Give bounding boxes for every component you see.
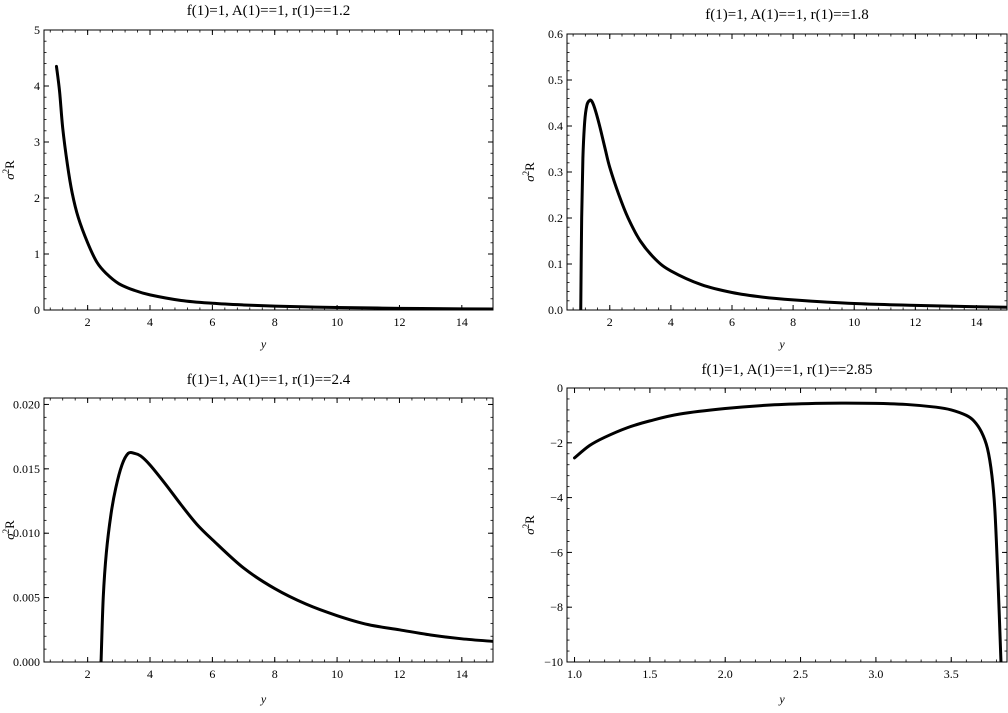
y-tick-label: 0.020 bbox=[13, 397, 40, 411]
x-tick-label: 4 bbox=[147, 315, 153, 329]
plot-frame bbox=[43, 397, 494, 663]
chart-title: f(1)=1, A(1)==1, r(1)==2.4 bbox=[187, 372, 351, 388]
y-label-superscript: 2 bbox=[521, 171, 531, 176]
y-tick-label: 1 bbox=[34, 247, 40, 261]
x-tick-label: 12 bbox=[393, 315, 405, 329]
chart-panel-2: f(1)=1, A(1)==1, r(1)==1.8 2 4 6 8 10 12 14 0.0 0… bbox=[521, 7, 1008, 351]
y-axis-label: σ2R bbox=[521, 162, 537, 182]
y-tick-label: 0.4 bbox=[548, 119, 563, 133]
y-tick-label: 4 bbox=[34, 79, 40, 93]
x-axis-label: y bbox=[260, 337, 267, 351]
x-tick-label: 6 bbox=[729, 315, 735, 329]
x-tick-label: 14 bbox=[456, 315, 468, 329]
y-label-superscript: 2 bbox=[1, 169, 11, 174]
x-axis-label: y bbox=[260, 692, 267, 706]
y-tick-label: 0.2 bbox=[548, 211, 563, 225]
y-label-symbol: σ bbox=[2, 173, 17, 180]
x-tick-label: 6 bbox=[209, 315, 215, 329]
y-label-superscript: 2 bbox=[1, 529, 11, 534]
y-tick-label: −4 bbox=[550, 491, 563, 505]
y-tick-label: 0.1 bbox=[548, 257, 563, 271]
y-tick-label: 0.015 bbox=[13, 462, 40, 476]
series-line-1 bbox=[99, 450, 493, 662]
y-label-rest: R bbox=[2, 520, 17, 529]
plot-frame bbox=[43, 29, 494, 311]
y-tick-label: −10 bbox=[544, 655, 563, 669]
y-axis-label: σ2R bbox=[521, 515, 537, 535]
y-tick-label: 0.3 bbox=[548, 165, 563, 179]
x-tick-label: 8 bbox=[272, 315, 278, 329]
series-line-1 bbox=[54, 64, 493, 310]
y-tick-label: 0 bbox=[557, 381, 563, 395]
chart-panel-1: f(1)=1, A(1)==1, r(1)==1.22 4 6 8 10 12 140123… bbox=[1, 3, 494, 351]
x-tick-label: 4 bbox=[147, 667, 153, 681]
x-tick-label: 1.5 bbox=[642, 667, 657, 681]
y-label-superscript: 2 bbox=[521, 524, 531, 529]
y-tick-label: 5 bbox=[34, 23, 40, 37]
y-label-rest: R bbox=[522, 515, 537, 524]
plot-frame bbox=[566, 387, 1008, 663]
y-tick-label: 3 bbox=[34, 135, 40, 149]
x-tick-label: 12 bbox=[393, 667, 405, 681]
x-tick-label: 14 bbox=[456, 667, 468, 681]
y-label-symbol: σ bbox=[522, 528, 537, 535]
x-tick-label: 10 bbox=[848, 315, 860, 329]
x-tick-label: 10 bbox=[331, 667, 343, 681]
y-tick-label: 0.005 bbox=[13, 591, 40, 605]
y-label-rest: R bbox=[2, 160, 17, 169]
y-tick-label: 2 bbox=[34, 191, 40, 205]
plot-frame bbox=[566, 33, 1008, 311]
y-tick-label: −6 bbox=[550, 545, 563, 559]
y-axis-label: σ2R bbox=[1, 160, 17, 180]
series-line-1 bbox=[573, 401, 1003, 662]
x-axis-label: y bbox=[778, 692, 785, 706]
x-tick-label: 1.0 bbox=[567, 667, 582, 681]
x-tick-label: 2.0 bbox=[718, 667, 733, 681]
x-tick-label: 2 bbox=[607, 315, 613, 329]
x-tick-label: 14 bbox=[970, 315, 982, 329]
chart-title: f(1)=1, A(1)==1, r(1)==1.8 bbox=[705, 7, 869, 23]
y-tick-label: 0.010 bbox=[13, 526, 40, 540]
x-tick-label: 8 bbox=[272, 667, 278, 681]
y-tick-label: −2 bbox=[550, 436, 563, 450]
x-tick-label: 3.5 bbox=[944, 667, 959, 681]
x-tick-label: 3.0 bbox=[868, 667, 883, 681]
y-label-rest: R bbox=[522, 162, 537, 171]
x-tick-label: 2.5 bbox=[793, 667, 808, 681]
y-tick-label: 0.5 bbox=[548, 73, 563, 87]
chart-title: f(1)=1, A(1)==1, r(1)==1.2 bbox=[187, 3, 351, 19]
x-tick-label: 10 bbox=[331, 315, 343, 329]
chart-panel-4: f(1)=1, A(1)==1, r(1)==2.85 1.0 1.5 2.0 2.5 3… bbox=[521, 362, 1008, 706]
y-tick-label: 0.6 bbox=[548, 27, 563, 41]
x-tick-label: 8 bbox=[790, 315, 796, 329]
x-tick-label: 2 bbox=[85, 315, 91, 329]
y-axis-label: σ2R bbox=[1, 520, 17, 540]
y-label-symbol: σ bbox=[2, 533, 17, 540]
y-label-symbol: σ bbox=[522, 175, 537, 182]
x-tick-label: 6 bbox=[209, 667, 215, 681]
series-line-1 bbox=[579, 98, 1007, 310]
x-tick-label: 2 bbox=[85, 667, 91, 681]
x-tick-label: 4 bbox=[668, 315, 674, 329]
x-tick-label: 12 bbox=[909, 315, 921, 329]
x-axis-label: y bbox=[778, 337, 785, 351]
chart-title: f(1)=1, A(1)==1, r(1)==2.85 bbox=[701, 362, 872, 378]
y-tick-label: 0.0 bbox=[548, 303, 563, 317]
chart-panel-3: f(1)=1, A(1)==1, r(1)==2.4 2 4 6 8 10 12 14 0.00… bbox=[1, 372, 494, 706]
y-tick-label: −8 bbox=[550, 600, 563, 614]
y-tick-label: 0 bbox=[34, 303, 40, 317]
y-tick-label: 0.000 bbox=[13, 655, 40, 669]
